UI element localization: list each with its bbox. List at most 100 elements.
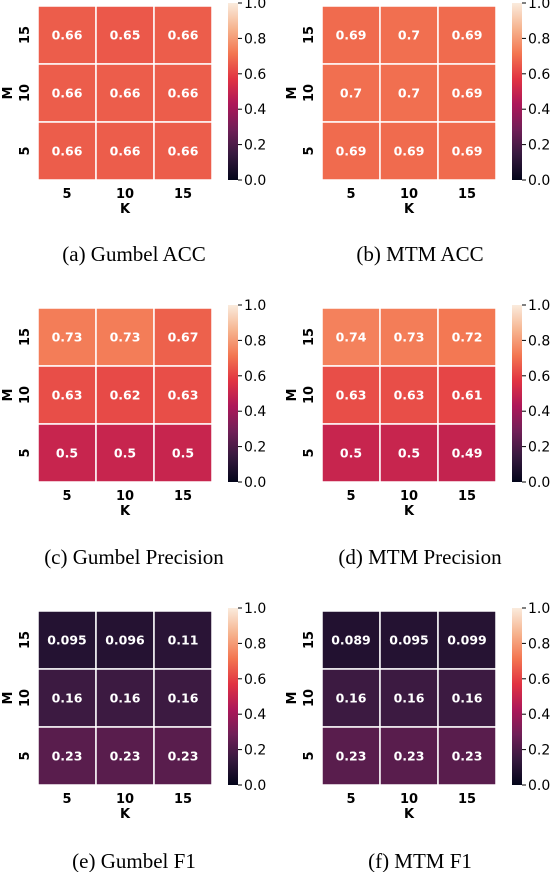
colorbar-tick-label: 0.2 — [528, 743, 550, 759]
colorbar-tick-label: 0.8 — [244, 31, 266, 47]
colorbar-tick-label: 1.0 — [244, 0, 266, 12]
cell-value-label: 0.66 — [52, 144, 83, 159]
colorbar-tick-label: 1.0 — [244, 601, 266, 617]
cell-value-label: 0.16 — [394, 691, 425, 706]
colorbar-tick-label: 0.8 — [244, 636, 266, 652]
heatmap-cell — [37, 365, 97, 425]
y-tick-label: 15 — [18, 631, 33, 649]
colorbar-tick-label: 0.8 — [244, 333, 266, 349]
cell-value-label: 0.095 — [389, 633, 429, 648]
colorbar-tick-label: 0.6 — [528, 672, 550, 688]
colorbar — [228, 608, 238, 785]
x-tick-label: 10 — [116, 187, 134, 202]
y-tick-label: 5 — [302, 146, 317, 155]
heatmap-cell — [95, 726, 155, 786]
y-axis-title: M — [1, 87, 16, 100]
cell-value-label: 0.7 — [398, 28, 420, 43]
heatmap-panel-6: 0.089 0.095 0.099 0.16 0.16 0.16 0.23 0.23 0.23 5… — [285, 601, 550, 872]
heatmap-panel-2: 0.69 0.7 0.690.7 0.7 0.690.69 0.69 0.695 10 15K1… — [285, 0, 550, 266]
x-tick-label: 5 — [346, 187, 355, 202]
colorbar-tick-label: 0.2 — [528, 138, 550, 154]
cell-value-label: 0.099 — [447, 633, 487, 648]
heatmap-panel-3: 0.73 0.73 0.670.63 0.62 0.630.5 0.5 0.55 10 15K1… — [1, 298, 266, 569]
y-tick-label: 10 — [302, 386, 317, 404]
colorbar-tick-label: 0.0 — [528, 173, 550, 189]
subfigure-caption: (d) MTM Precision — [338, 545, 502, 569]
heatmap-cell — [37, 726, 97, 786]
y-tick-label: 15 — [302, 26, 317, 44]
colorbar — [228, 3, 238, 180]
heatmap-cell — [379, 63, 439, 123]
cell-value-label: 0.16 — [336, 691, 367, 706]
y-axis-title: M — [1, 692, 16, 705]
cell-value-label: 0.63 — [336, 388, 367, 403]
colorbar-tick-label: 0.4 — [528, 102, 550, 118]
subfigure-caption: (a) Gumbel ACC — [62, 242, 205, 266]
cell-value-label: 0.69 — [336, 28, 367, 43]
y-tick-label: 10 — [18, 84, 33, 102]
heatmap-cell — [95, 121, 155, 181]
colorbar-tick-label: 1.0 — [528, 298, 550, 314]
heatmap-cell — [379, 365, 439, 425]
heatmap-panel-1: 0.66 0.65 0.660.66 0.66 0.660.66 0.66 0.665 10 1… — [1, 0, 266, 266]
colorbar-tick-label: 0.6 — [528, 67, 550, 83]
cell-value-label: 0.23 — [110, 749, 141, 764]
x-axis-title: K — [404, 504, 415, 519]
cell-value-label: 0.65 — [110, 28, 141, 43]
cell-value-label: 0.16 — [110, 691, 141, 706]
subfigure-caption: (e) Gumbel F1 — [72, 849, 196, 872]
x-tick-label: 5 — [62, 187, 71, 202]
y-tick-label: 15 — [302, 328, 317, 346]
heatmap-cell — [321, 726, 381, 786]
heatmap-cell — [153, 365, 213, 425]
cell-value-label: 0.73 — [394, 330, 425, 345]
cell-value-label: 0.23 — [452, 749, 483, 764]
x-tick-label: 10 — [400, 489, 418, 504]
heatmap-cell — [437, 63, 497, 123]
colorbar-tick-label: 0.6 — [528, 369, 550, 385]
cell-value-label: 0.62 — [110, 388, 141, 403]
x-tick-label: 15 — [174, 187, 192, 202]
heatmap-cell — [437, 726, 497, 786]
colorbar-tick-label: 0.6 — [244, 369, 266, 385]
y-tick-label: 5 — [302, 448, 317, 457]
y-axis-title: M — [285, 389, 300, 402]
cell-value-label: 0.089 — [331, 633, 371, 648]
cell-value-label: 0.73 — [110, 330, 141, 345]
subfigure-caption: (b) MTM ACC — [356, 242, 483, 266]
cell-value-label: 0.5 — [398, 446, 420, 461]
cell-value-label: 0.5 — [340, 446, 362, 461]
colorbar-tick-label: 0.2 — [244, 743, 266, 759]
cell-value-label: 0.67 — [168, 330, 199, 345]
colorbar-tick-label: 0.4 — [244, 707, 266, 723]
x-axis-title: K — [120, 807, 131, 822]
x-tick-label: 15 — [174, 792, 192, 807]
x-tick-label: 15 — [458, 792, 476, 807]
heatmap-cell — [153, 610, 213, 670]
cell-value-label: 0.23 — [168, 749, 199, 764]
x-axis-title: K — [120, 202, 131, 217]
y-tick-label: 10 — [302, 689, 317, 707]
colorbar-tick-label: 0.0 — [244, 778, 266, 794]
heatmap-cell — [379, 121, 439, 181]
cell-value-label: 0.69 — [452, 86, 483, 101]
cell-value-label: 0.69 — [452, 144, 483, 159]
cell-value-label: 0.63 — [52, 388, 83, 403]
y-tick-label: 15 — [18, 26, 33, 44]
x-tick-label: 5 — [346, 489, 355, 504]
colorbar — [512, 608, 522, 785]
cell-value-label: 0.69 — [394, 144, 425, 159]
cell-value-label: 0.74 — [336, 330, 367, 345]
colorbar-tick-label: 0.4 — [528, 404, 550, 420]
colorbar-tick-label: 0.0 — [528, 475, 550, 491]
colorbar — [228, 305, 238, 482]
heatmap-cell — [153, 726, 213, 786]
cell-value-label: 0.69 — [336, 144, 367, 159]
heatmap-cell — [437, 423, 497, 483]
x-tick-label: 10 — [116, 489, 134, 504]
x-tick-label: 10 — [400, 792, 418, 807]
y-axis-title: M — [1, 389, 16, 402]
cell-value-label: 0.66 — [52, 86, 83, 101]
subfigure-caption: (c) Gumbel Precision — [44, 545, 224, 569]
